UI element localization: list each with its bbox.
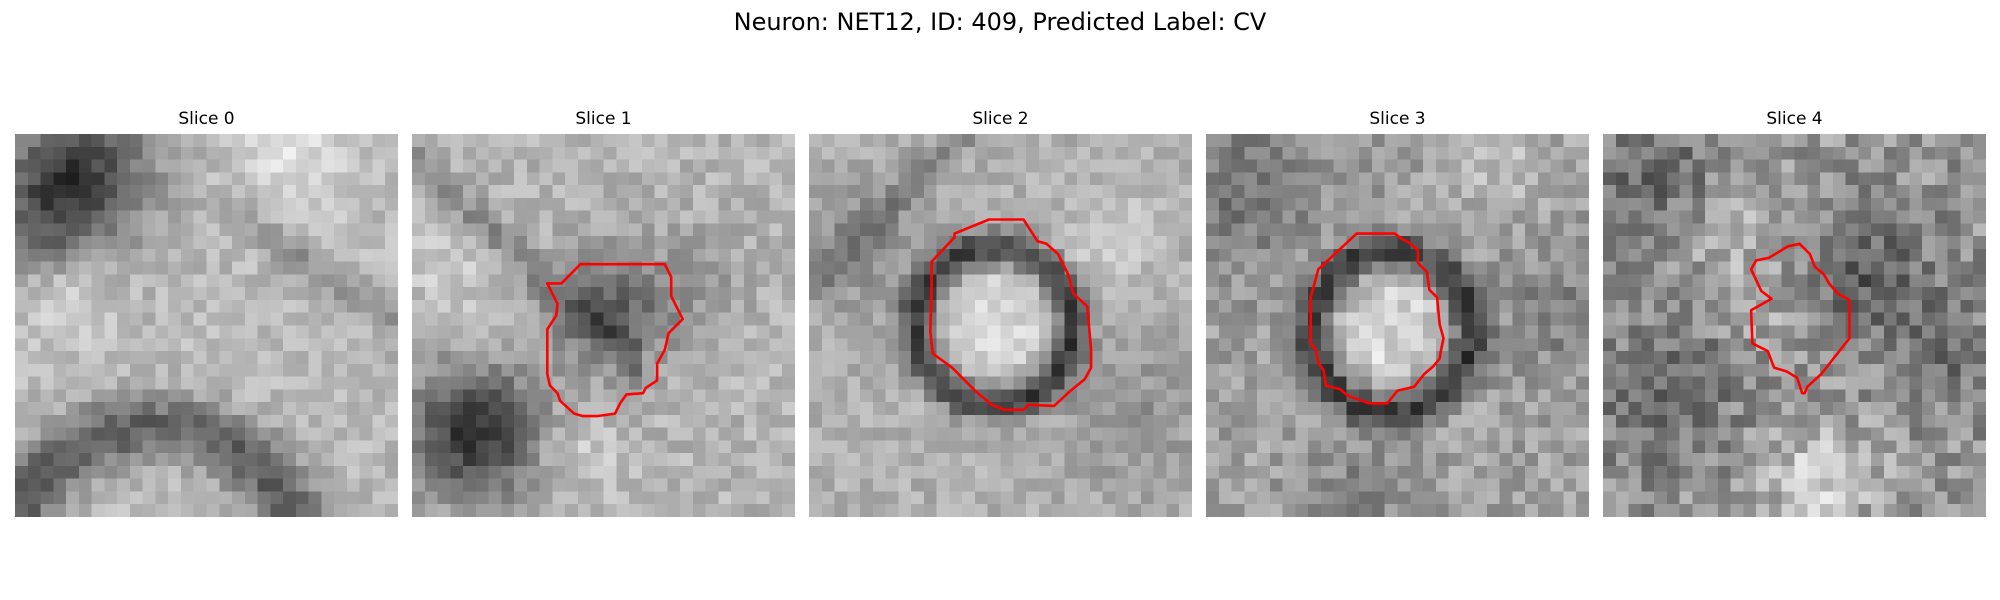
slice-title-4: Slice 4 bbox=[1766, 109, 1823, 129]
slice-panel-0: Slice 0 bbox=[15, 108, 398, 517]
slice-1-pixels bbox=[412, 134, 795, 517]
slice-3-svg bbox=[1206, 134, 1589, 517]
slice-title-1: Slice 1 bbox=[575, 109, 632, 129]
slice-0-svg bbox=[15, 134, 398, 517]
figure-title: Neuron: NET12, ID: 409, Predicted Label:… bbox=[733, 8, 1267, 36]
slice-image-2 bbox=[809, 134, 1192, 517]
slice-0-pixels bbox=[15, 134, 398, 517]
slice-image-4 bbox=[1603, 134, 1986, 517]
slice-image-3 bbox=[1206, 134, 1589, 517]
slice-title-0: Slice 0 bbox=[178, 109, 235, 129]
slice-3-pixels bbox=[1206, 134, 1589, 517]
slice-2-pixels bbox=[809, 134, 1192, 517]
slice-1-svg bbox=[412, 134, 795, 517]
slice-panel-3: Slice 3 bbox=[1206, 108, 1589, 517]
slice-4-pixels bbox=[1603, 134, 1986, 517]
slice-1-contour bbox=[546, 262, 685, 418]
slice-2-svg bbox=[809, 134, 1192, 517]
slice-panel-1: Slice 1 bbox=[412, 108, 795, 517]
slice-title-3: Slice 3 bbox=[1369, 109, 1426, 129]
slice-image-1 bbox=[412, 134, 795, 517]
slice-panel-2: Slice 2 bbox=[809, 108, 1192, 517]
slice-4-svg bbox=[1603, 134, 1986, 517]
slice-panel-4: Slice 4 bbox=[1603, 108, 1986, 517]
slice-4-contour bbox=[1749, 242, 1851, 395]
slice-image-0 bbox=[15, 134, 398, 517]
slice-title-2: Slice 2 bbox=[972, 109, 1029, 129]
slice-2-contour bbox=[929, 218, 1093, 412]
slice-3-contour bbox=[1309, 232, 1445, 405]
